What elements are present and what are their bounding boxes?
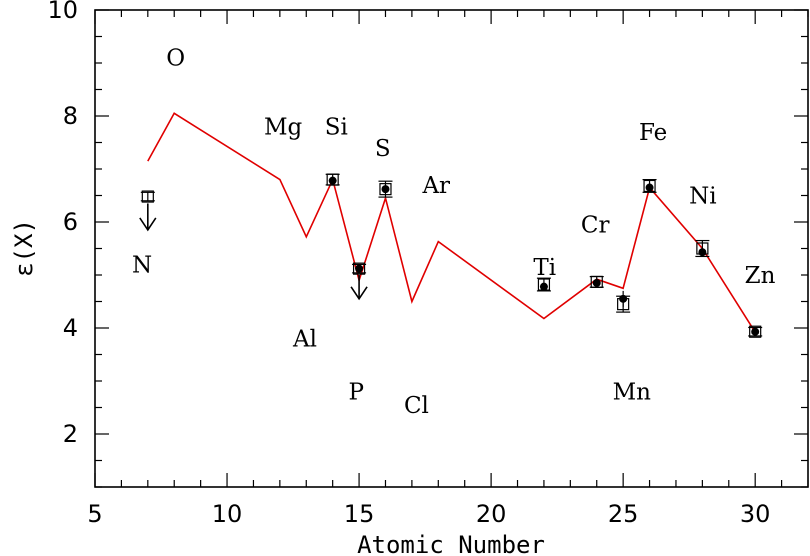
element-label-ti: Ti: [533, 255, 556, 281]
y-tick-label: 6: [63, 208, 78, 236]
observed-dots: [328, 176, 760, 336]
element-label-mg: Mg: [264, 115, 303, 141]
element-label-si: Si: [325, 115, 348, 141]
observed-dot: [381, 185, 390, 194]
element-label-al: Al: [292, 327, 317, 353]
tick-labels: 5 10 15 20 25 30 2 4 6 8 10: [47, 0, 770, 528]
observed-boxes: [140, 173, 763, 338]
element-label-mn: Mn: [613, 380, 652, 406]
y-tick-label: 8: [63, 102, 78, 130]
y-axis-title: ε(X): [10, 219, 38, 277]
axis-ticks: [94, 9, 809, 488]
observed-box: [141, 190, 154, 203]
x-tick-label: 20: [476, 500, 507, 528]
x-tick-label: 25: [608, 500, 639, 528]
observed-dot: [355, 264, 364, 273]
y-tick-label: 2: [63, 420, 78, 448]
element-label-o: O: [166, 46, 185, 72]
x-tick-label: 15: [344, 500, 375, 528]
model-series: [147, 112, 756, 333]
y-tick-label: 4: [63, 314, 78, 342]
x-tick-label: 10: [212, 500, 243, 528]
observed-box: [352, 262, 366, 275]
element-label-n: N: [132, 252, 152, 278]
element-label-cl: Cl: [404, 393, 429, 419]
observed-dot: [539, 282, 548, 291]
limit-arrow-head: [350, 286, 368, 301]
element-label-p: P: [349, 380, 364, 406]
element-label-s: S: [375, 136, 391, 162]
observed-dot: [751, 327, 760, 336]
x-tick-label: 5: [87, 500, 102, 528]
observed-dot: [619, 294, 628, 303]
element-label-zn: Zn: [745, 263, 776, 289]
y-tick-label: 10: [47, 0, 78, 24]
limit-arrow-head: [139, 217, 157, 232]
observed-box: [749, 325, 762, 338]
x-axis-title: Atomic Number: [357, 531, 545, 556]
observed-dot: [328, 176, 337, 185]
upper-limit-arrows: [139, 203, 368, 301]
observed-dot: [698, 248, 707, 257]
element-label-cr: Cr: [581, 213, 610, 239]
element-label-ar: Ar: [421, 173, 450, 199]
observed-dot: [645, 183, 654, 192]
observed-dot: [592, 278, 601, 287]
element-label-ni: Ni: [689, 183, 716, 209]
model-line: [147, 112, 756, 333]
x-tick-label: 30: [740, 500, 771, 528]
element-label-fe: Fe: [639, 120, 667, 146]
element-labels: N O Mg Al Si P S Cl Ar Ti Cr Mn Fe Ni Zn: [132, 46, 776, 419]
